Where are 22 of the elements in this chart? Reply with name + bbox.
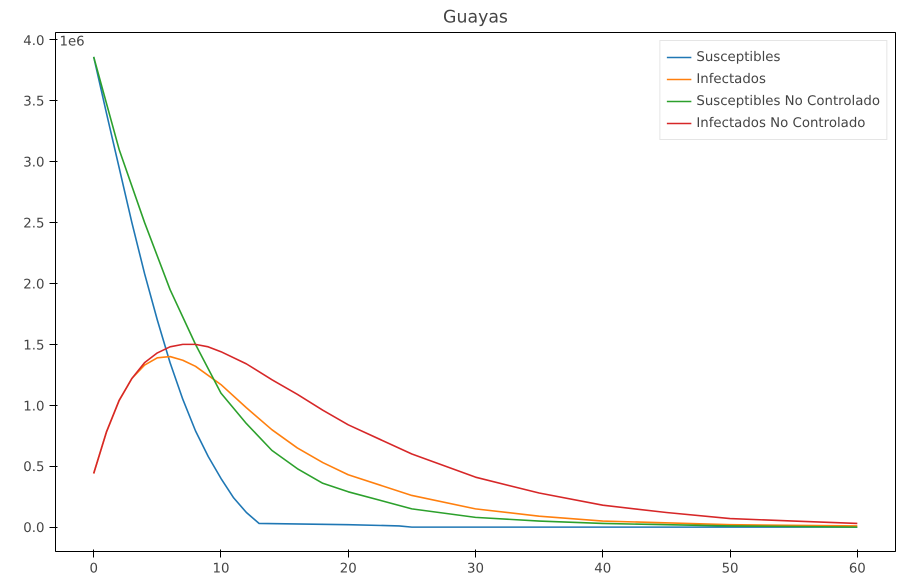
x-tick-label: 40 <box>594 562 612 576</box>
y-tick-label: 0.0 <box>23 521 45 536</box>
legend-label: Susceptibles No Controlado <box>696 94 880 108</box>
y-tick-label: 4.0 <box>23 34 45 49</box>
y-tick-label: 3.5 <box>23 94 45 110</box>
y-tick-label: 1.0 <box>23 399 45 414</box>
x-tick-label: 0 <box>89 562 98 576</box>
x-tick-label: 20 <box>340 562 357 576</box>
x-tick-label: 10 <box>212 562 230 576</box>
y-tick-label: 3.0 <box>23 156 45 171</box>
y-tick-label: 0.5 <box>23 460 45 476</box>
y-tick-label: 2.5 <box>23 216 45 232</box>
chart-title: Guayas <box>443 8 508 28</box>
legend-label: Susceptibles <box>696 50 780 64</box>
legend-label: Infectados <box>696 72 766 86</box>
annotation: 1e6 <box>60 34 85 50</box>
x-tick-label: 60 <box>848 562 866 576</box>
y-tick-label: 2.0 <box>23 277 45 292</box>
x-tick-label: 50 <box>722 562 739 576</box>
x-tick-label: 30 <box>467 562 484 576</box>
y-tick-label: 1.5 <box>23 338 45 354</box>
legend-label: Infectados No Controlado <box>696 116 866 130</box>
